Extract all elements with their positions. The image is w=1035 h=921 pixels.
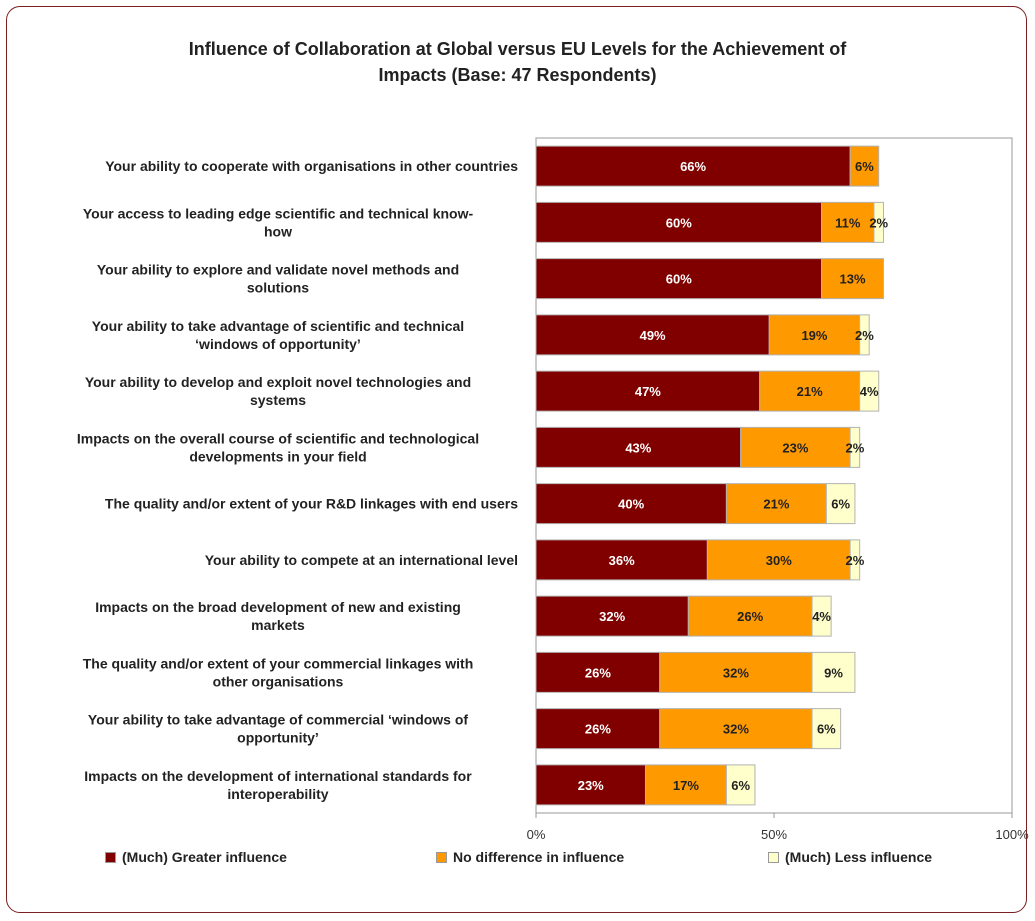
bar-segment-greater [535,483,727,525]
bar-segment-less [725,764,756,806]
legend-swatch-greater [105,851,116,863]
bar-segment-no-difference [659,708,813,750]
bar-segment-no-difference [821,258,884,300]
bar-segment-no-difference [659,651,813,693]
bar-value-label: 2% [869,215,888,230]
bar-segment-less [811,651,856,693]
bar-value-label: 6% [817,722,836,737]
bar-value-label: 26% [737,609,763,624]
bar-value-label: 26% [585,665,611,680]
bar-segment-less [811,708,842,750]
bar-value-label: 4% [860,384,879,399]
x-tick-label: 100% [995,827,1029,842]
bar-value-label: 13% [840,272,866,287]
bar-value-label: 23% [782,440,808,455]
bar-segment-less [859,314,870,356]
legend-item-less: (Much) Less influence [768,849,932,865]
category-label: Your access to leading edge scientific a… [83,205,474,239]
bar-value-label: 2% [846,553,865,568]
bar-segment-greater [535,314,770,356]
category-label: Your ability to develop and exploit nove… [85,374,471,408]
bar-value-label: 47% [635,384,661,399]
bar-segment-less [811,595,832,637]
category-label: Your ability to explore and validate nov… [97,262,459,296]
bar-value-label: 6% [855,159,874,174]
bar-segment-no-difference [706,539,851,581]
bar-segment-no-difference [644,764,727,806]
bar-value-label: 6% [731,778,750,793]
category-label: The quality and/or extent of your R&D li… [105,496,518,512]
bar-segment-less [849,539,861,581]
bar-value-label: 2% [846,440,865,455]
bar-value-label: 60% [666,215,692,230]
legend-swatch-less [768,851,779,863]
bar-segment-no-difference [849,145,880,187]
chart-title: Influence of Collaboration at Global ver… [188,39,847,85]
category-label: Your ability to compete at an internatio… [205,552,518,568]
bar-segment-no-difference [759,370,861,412]
legend-label-greater: (Much) Greater influence [122,849,287,865]
bar-segment-no-difference [687,595,813,637]
bar-value-label: 32% [723,665,749,680]
bar-segment-less [825,483,856,525]
bar-segment-no-difference [768,314,861,356]
bar-segment-less [849,426,861,468]
bar-value-label: 32% [723,722,749,737]
bar-value-label: 60% [666,272,692,287]
bar-value-label: 23% [578,778,604,793]
x-tick-label: 0% [527,827,546,842]
legend-item-no-difference: No difference in influence [436,849,624,865]
bar-segment-no-difference [740,426,851,468]
legend-label-less: (Much) Less influence [785,849,933,865]
bar-segment-no-difference [821,201,875,243]
category-label: The quality and/or extent of your commer… [83,655,474,689]
category-label: Your ability to take advantage of commer… [88,712,468,746]
legend-label-no-difference: No difference in influence [453,849,625,865]
bar-value-label: 66% [680,159,706,174]
bar-value-label: 36% [609,553,635,568]
bar-segment-greater [535,426,742,468]
category-label: Your ability to take advantage of scient… [92,318,464,352]
bar-value-label: 49% [640,328,666,343]
bar-segment-greater [535,708,661,750]
bar-value-label: 6% [831,497,850,512]
bar-value-label: 19% [801,328,827,343]
category-label: Impacts on the development of internatio… [84,768,472,802]
bar-value-label: 21% [797,384,823,399]
legend-item-greater: (Much) Greater influence [105,849,287,865]
category-label: Impacts on the broad development of new … [95,599,461,633]
bar-value-label: 43% [625,440,651,455]
bar-value-label: 21% [763,497,789,512]
bar-value-label: 26% [585,722,611,737]
bar-value-label: 40% [618,497,644,512]
bar-value-label: 17% [673,778,699,793]
bar-segment-greater [535,595,689,637]
bar-segment-less [873,201,884,243]
bar-value-label: 30% [766,553,792,568]
category-label: Impacts on the overall course of scienti… [77,430,479,464]
bar-value-label: 11% [835,215,861,230]
category-label: Your ability to cooperate with organisat… [105,158,518,174]
bar-value-label: 32% [599,609,625,624]
bar-value-label: 2% [855,328,874,343]
bar-value-label: 4% [812,609,831,624]
legend-swatch-no-difference [436,851,447,863]
x-tick-label: 50% [761,827,787,842]
legend: (Much) Greater influence No difference i… [0,849,1035,873]
bar-segment-less [859,370,880,412]
bar-value-label: 9% [824,665,843,680]
bar-segment-greater [535,258,823,300]
